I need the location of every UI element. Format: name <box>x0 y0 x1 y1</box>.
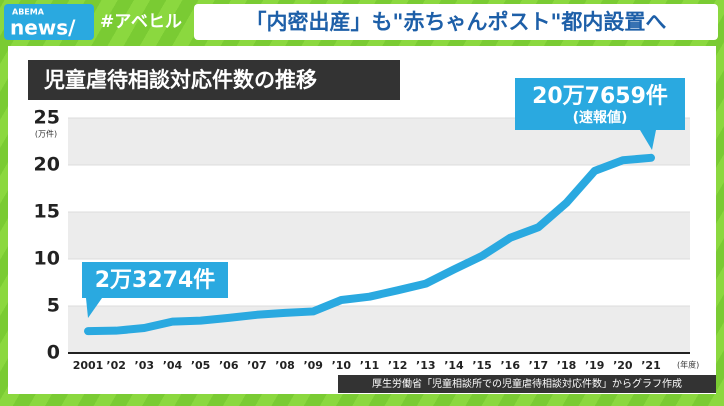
logo-top: ABEMA <box>12 8 45 17</box>
source-box <box>338 375 716 393</box>
x-tick-label: ’15 <box>472 359 492 372</box>
x-tick-label: ’14 <box>444 359 464 372</box>
x-tick-label: ’17 <box>529 359 549 372</box>
x-tick-label: ’05 <box>191 359 211 372</box>
annotation-pointer <box>86 298 102 318</box>
x-tick-label: 2001 <box>73 359 104 372</box>
x-tick-label: ’13 <box>416 359 436 372</box>
y-tick-label: 15 <box>34 201 60 223</box>
x-tick-label: ’08 <box>275 359 295 372</box>
x-tick-label: ’18 <box>557 359 577 372</box>
logo-box <box>4 4 94 40</box>
x-tick-label: ’11 <box>360 359 380 372</box>
headline: 「内密出産」も"赤ちゃんポスト"都内設置へ <box>246 10 667 34</box>
x-tick-label: ’19 <box>585 359 605 372</box>
source: 厚生労働省「児童相談所での児童虐待相談対応件数」からグラフ作成 <box>372 377 682 390</box>
x-tick-label: ’16 <box>501 359 521 372</box>
x-tick-label: ’06 <box>219 359 239 372</box>
annotation-box <box>82 262 228 298</box>
x-tick-label: ’20 <box>613 359 633 372</box>
y-tick-label: 20 <box>34 154 60 176</box>
annotation-subtext: (速報値) <box>573 109 628 126</box>
y-axis-label: (万件) <box>35 129 57 139</box>
data-line <box>84 153 655 336</box>
y-tick-label: 5 <box>47 295 60 317</box>
x-tick-label: ’09 <box>303 359 323 372</box>
x-tick-label: ’02 <box>106 359 126 372</box>
x-tick-label: ’03 <box>135 359 155 372</box>
annotation: 2万3274件 <box>95 268 216 293</box>
logo-bottom: news/ <box>10 16 76 40</box>
annotation-pointer <box>640 130 656 150</box>
x-tick-label: ’04 <box>163 359 183 372</box>
grid-band <box>68 212 690 259</box>
x-tick-label: ’07 <box>247 359 267 372</box>
y-tick-label: 25 <box>34 107 60 129</box>
annotation-box <box>515 78 685 130</box>
x-tick-label: ’10 <box>332 359 352 372</box>
hashtag: #アベヒル <box>100 12 182 32</box>
headline-box <box>194 4 718 40</box>
x-tick-label: ’21 <box>641 359 661 372</box>
annotation: 20万7659件 <box>532 84 668 109</box>
grid-band <box>68 306 690 353</box>
x-axis-label: (年度) <box>677 360 699 370</box>
chart-title: 児童虐待相談対応件数の推移 <box>43 68 317 92</box>
y-tick-label: 0 <box>47 342 60 364</box>
title-box <box>28 60 400 100</box>
y-tick-label: 10 <box>34 248 60 270</box>
x-tick-label: ’12 <box>388 359 408 372</box>
